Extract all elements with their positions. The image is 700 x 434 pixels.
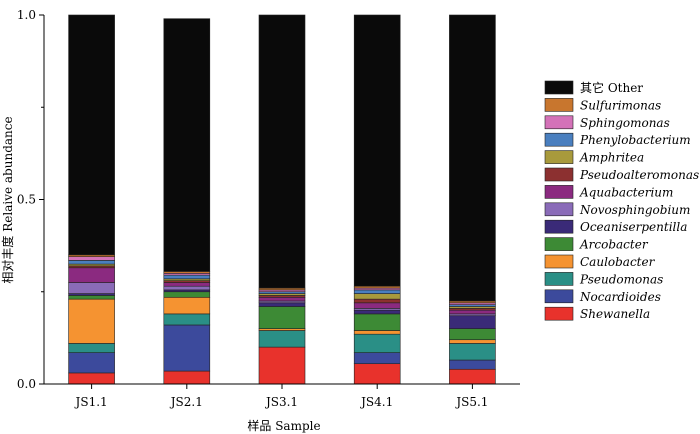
legend-label: Arcobacter <box>579 238 649 252</box>
bar-segment-JS2-1-s6 <box>163 285 211 291</box>
legend-label: Nocardioides <box>579 290 661 304</box>
bar-segment-JS1-1-s6 <box>68 282 115 294</box>
legend-swatch <box>544 219 574 234</box>
bar-segment-JS4-1-s3 <box>353 330 401 335</box>
legend-label: Sphingomonas <box>580 116 670 130</box>
bar-segment-JS1-1-s4 <box>68 295 115 300</box>
legend-swatch <box>544 272 574 286</box>
bar-segment-JS1-1-s7 <box>68 267 115 283</box>
legend-swatch <box>544 80 574 95</box>
legend-swatch <box>544 289 574 304</box>
legend-swatch <box>544 237 574 251</box>
legend: 其它 Other Sulfurimonas Sphingomonas Phenylob… <box>544 80 699 321</box>
bar-segment-JS3-1-s2 <box>258 330 306 348</box>
legend-label: Shewanella <box>580 307 650 321</box>
legend-swatch <box>544 202 574 217</box>
x-axis-title: 样品 Sample <box>247 418 320 433</box>
bar-segment-JS4-1-s5 <box>353 309 401 315</box>
x-tick-label: JS1.1 <box>74 395 108 409</box>
bar-segment-JS5-1-s2 <box>449 343 496 361</box>
plot-area <box>68 14 496 385</box>
bar-segment-JS2-1-s4 <box>163 291 211 298</box>
legend-swatch <box>544 185 574 199</box>
bar-segment-JS4-1-s8 <box>353 298 401 304</box>
bar-segment-JS4-1-s4 <box>353 313 401 331</box>
bar-segment-JS1-1-s2 <box>68 343 115 353</box>
legend-swatch <box>544 254 574 269</box>
x-tick-label: JS3.1 <box>264 395 298 409</box>
legend-label: Phenylobacterium <box>579 133 691 147</box>
bar-segment-JS1-1-s0 <box>68 372 115 385</box>
bar-segment-JS5-1-s1 <box>449 359 496 370</box>
bar-segment-JS5-1-s13 <box>449 14 496 302</box>
bar-segment-JS2-1-s2 <box>163 313 211 326</box>
legend-swatch <box>544 115 574 130</box>
bar-segment-JS4-1-s9 <box>353 293 401 300</box>
bar-segment-JS1-1-s3 <box>68 298 115 344</box>
bar-segment-JS1-1-s1 <box>68 352 115 374</box>
bar-segment-JS3-1-s7 <box>258 296 306 302</box>
bar-segment-JS5-1-s0 <box>449 368 496 385</box>
legend-swatch <box>544 306 574 321</box>
legend-swatch <box>544 132 574 147</box>
legend-label: Aquabacterium <box>579 185 673 199</box>
legend-label: Amphritea <box>579 151 644 165</box>
bar-segment-JS2-1-s1 <box>163 324 211 372</box>
x-tick-label: JS4.1 <box>359 395 393 409</box>
bar-segment-JS1-1-s10 <box>68 260 115 265</box>
bar-segment-JS4-1-s13 <box>353 14 401 287</box>
legend-label: 其它 Other <box>580 80 643 95</box>
bar-segment-JS2-1-s0 <box>163 370 211 385</box>
y-tick-label: 0.5 <box>17 193 36 207</box>
bar-segment-JS5-1-s7 <box>449 309 496 315</box>
legend-swatch <box>544 167 574 182</box>
bar-segment-JS2-1-s13 <box>163 18 211 272</box>
bar-segment-JS4-1-s1 <box>353 352 401 365</box>
legend-label: Caulobacter <box>580 255 656 269</box>
x-tick-label: JS2.1 <box>169 395 203 409</box>
y-axis: 0.0 0.5 1.0 <box>17 8 45 391</box>
bar-segment-JS1-1-s11 <box>68 256 115 261</box>
legend-label: Pseudoalteromonas <box>579 168 699 182</box>
y-axis-title: 相对丰度 Relaive abundance <box>0 116 15 283</box>
bar-segment-JS4-1-s0 <box>353 363 401 385</box>
legend-label: Novosphingobium <box>579 203 690 217</box>
bar-segment-JS3-1-s4 <box>258 306 306 329</box>
bar-segment-JS5-1-s5 <box>449 315 496 329</box>
bar-segment-JS4-1-s10 <box>353 289 401 294</box>
legend-swatch <box>544 98 574 112</box>
bar-segment-JS5-1-s3 <box>449 339 496 344</box>
x-tick-label: JS5.1 <box>454 395 488 409</box>
bar-segment-JS4-1-s7 <box>353 302 401 309</box>
legend-label: Pseudomonas <box>579 272 663 286</box>
x-axis: JS1.1 JS2.1 JS3.1 JS4.1 JS5.1 <box>44 383 520 409</box>
y-tick-label: 0.0 <box>17 377 36 391</box>
bar-segment-JS3-1-s0 <box>258 346 306 385</box>
y-tick-label: 1.0 <box>17 8 36 22</box>
bar-segment-JS1-1-s13 <box>68 14 115 256</box>
bar-segment-JS5-1-s4 <box>449 328 496 341</box>
legend-label: Oceaniserpentilla <box>580 220 687 234</box>
legend-label: Sulfurimonas <box>580 98 661 112</box>
legend-swatch <box>544 150 574 164</box>
bar-segment-JS2-1-s10 <box>163 274 211 280</box>
bar-segment-JS2-1-s3 <box>163 296 211 315</box>
bar-segment-JS3-1-s5 <box>258 302 306 307</box>
bar-segment-JS2-1-s7 <box>163 282 211 287</box>
bar-segment-JS4-1-s2 <box>353 333 401 353</box>
bar-segment-JS3-1-s13 <box>258 14 306 289</box>
